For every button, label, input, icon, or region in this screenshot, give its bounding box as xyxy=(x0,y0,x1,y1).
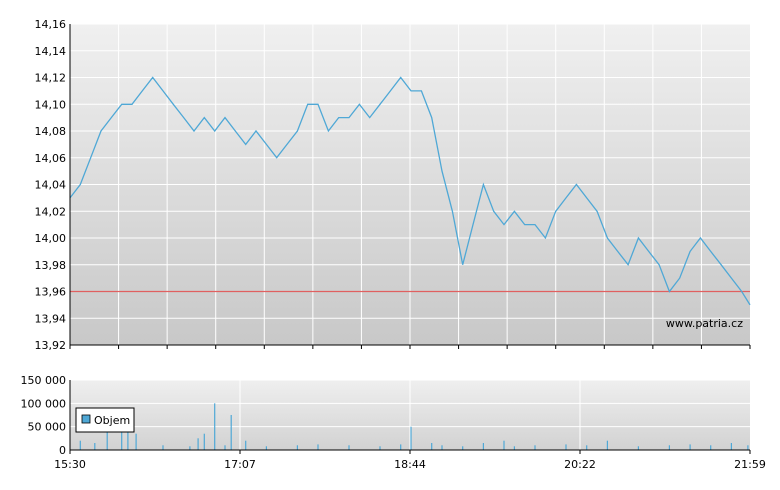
volume-bar xyxy=(79,440,81,450)
volume-bar xyxy=(214,403,216,450)
x-tick-label: 20:22 xyxy=(564,458,596,471)
volume-bar xyxy=(431,443,433,450)
x-tick-label: 15:30 xyxy=(54,458,86,471)
price-y-tick-label: 13,98 xyxy=(35,259,67,272)
volume-bar xyxy=(482,443,484,450)
volume-bar xyxy=(197,438,199,450)
price-y-tick-label: 14,02 xyxy=(35,205,67,218)
legend-label: Objem xyxy=(94,414,130,427)
price-y-tick-label: 14,00 xyxy=(35,232,67,245)
volume-bar xyxy=(637,446,639,450)
volume-bar xyxy=(189,446,191,450)
volume-bar xyxy=(441,445,443,450)
watermark: www.patria.cz xyxy=(666,317,743,330)
volume-bar xyxy=(462,446,464,450)
volume-bar xyxy=(135,433,137,450)
price-y-tick-label: 14,14 xyxy=(35,45,67,58)
volume-bar xyxy=(224,445,226,450)
x-tick-label: 21:59 xyxy=(734,458,766,471)
volume-y-tick-label: 0 xyxy=(59,444,66,457)
volume-bar xyxy=(730,443,732,450)
price-y-tick-label: 14,12 xyxy=(35,72,67,85)
price-y-tick-label: 14,04 xyxy=(35,179,67,192)
price-y-tick-label: 14,08 xyxy=(35,125,67,138)
volume-bar xyxy=(586,445,588,450)
volume-bar xyxy=(565,444,567,450)
price-y-tick-label: 13,92 xyxy=(35,339,67,352)
volume-bar xyxy=(230,415,232,450)
volume-y-tick-label: 100 000 xyxy=(21,397,67,410)
volume-bar xyxy=(747,445,749,450)
price-y-tick-label: 13,94 xyxy=(35,312,67,325)
x-tick-label: 18:44 xyxy=(394,458,426,471)
volume-bar xyxy=(513,446,515,450)
volume-bar xyxy=(606,440,608,450)
price-y-tick-label: 14,16 xyxy=(35,18,67,31)
volume-bar xyxy=(127,431,129,450)
volume-bar xyxy=(710,445,712,450)
volume-bar xyxy=(410,426,412,450)
legend-swatch xyxy=(81,414,91,424)
volume-bar xyxy=(689,444,691,450)
volume-y-tick-label: 50 000 xyxy=(28,421,67,434)
volume-bar xyxy=(503,440,505,450)
volume-bar xyxy=(348,445,350,450)
volume-bar xyxy=(534,445,536,450)
price-y-tick-label: 13,96 xyxy=(35,286,67,299)
volume-bar xyxy=(296,445,298,450)
volume-bar xyxy=(94,443,96,450)
volume-bar xyxy=(400,444,402,450)
x-tick-label: 17:07 xyxy=(224,458,256,471)
price-series-line xyxy=(69,76,751,306)
price-y-tick-label: 14,10 xyxy=(35,98,67,111)
volume-bar xyxy=(162,445,164,450)
volume-bar xyxy=(121,424,123,450)
volume-bar xyxy=(317,444,319,450)
volume-bar xyxy=(106,422,108,450)
volume-bar xyxy=(668,445,670,450)
volume-bar xyxy=(379,446,381,450)
price-y-tick-label: 14,06 xyxy=(35,152,67,165)
volume-bar xyxy=(203,433,205,450)
volume-bar xyxy=(245,440,247,450)
volume-y-tick-label: 150 000 xyxy=(21,374,67,387)
volume-bar xyxy=(265,446,267,450)
